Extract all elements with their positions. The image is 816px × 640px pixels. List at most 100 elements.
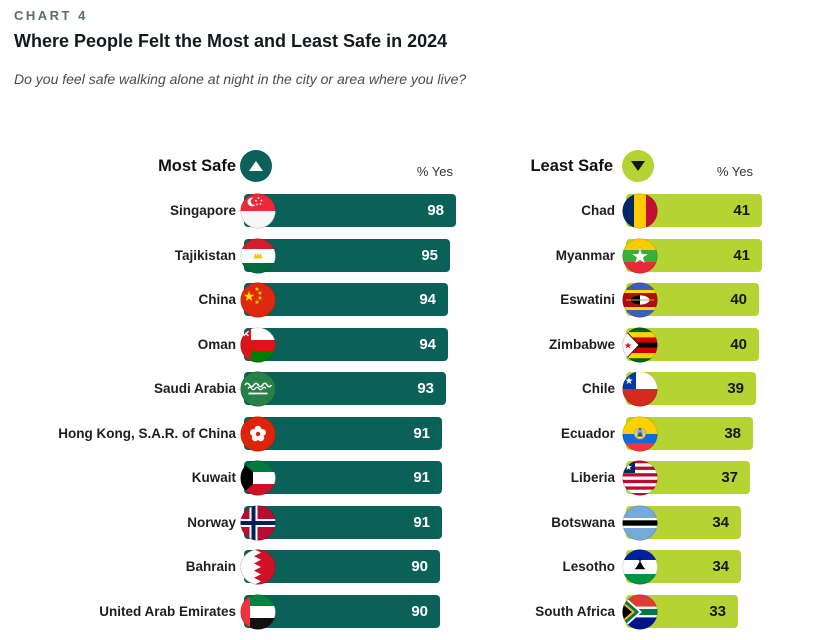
svg-text:★: ★ <box>631 244 649 268</box>
bar-value: 38 <box>724 425 741 442</box>
chart-title: Where People Felt the Most and Least Saf… <box>14 31 448 51</box>
bar-value: 93 <box>417 380 434 397</box>
bar-value: 91 <box>413 514 430 531</box>
country-label: Tajikistan <box>174 248 236 263</box>
flag-united-arab-emirates-icon <box>240 594 276 630</box>
country-label: Myanmar <box>555 248 615 263</box>
bar-row: South Africa 33 <box>0 594 816 630</box>
chart-question: Do you feel safe walking alone at night … <box>14 71 467 87</box>
chart-number: CHART 4 <box>14 8 88 23</box>
bar-row: China 94 ★ ★ ★ ★ ★ <box>0 282 816 318</box>
bar-row: Kuwait 91 <box>0 460 816 496</box>
bar-row: Oman 94 <box>0 327 816 363</box>
up-arrow-icon <box>240 150 272 182</box>
svg-text:★: ★ <box>624 342 632 352</box>
bar-row: Singapore 98 <box>0 193 816 229</box>
flag-south-africa-icon <box>622 594 658 630</box>
bar-row: Saudi Arabia 93 <box>0 371 816 407</box>
country-label: Liberia <box>570 470 615 485</box>
bar-value: 37 <box>721 469 738 486</box>
country-label: Norway <box>187 515 236 530</box>
bar-value: 95 <box>421 247 438 264</box>
country-label: Chad <box>581 203 615 218</box>
country-label: Eswatini <box>560 292 615 307</box>
svg-text:★: ★ <box>254 299 259 306</box>
value-bar: 91 <box>244 506 442 539</box>
flag-china-icon: ★ ★ ★ ★ ★ <box>240 282 276 318</box>
country-label: Kuwait <box>191 470 236 485</box>
bar-value: 34 <box>712 514 729 531</box>
bar-value: 98 <box>427 202 444 219</box>
flag-norway-icon <box>240 505 276 541</box>
bar-row: Eswatini 40 <box>0 282 816 318</box>
bar-row: Norway 91 <box>0 505 816 541</box>
value-bar: 90 <box>244 550 440 583</box>
most-safe-heading: Most Safe <box>158 157 236 175</box>
svg-text:★: ★ <box>257 295 262 302</box>
value-bar: 91 <box>244 461 442 494</box>
bar-value: 90 <box>411 558 428 575</box>
flag-myanmar-icon: ★ <box>622 238 658 274</box>
bar-value: 40 <box>730 336 747 353</box>
flag-liberia-icon: ★ <box>622 460 658 496</box>
value-bar: 95 <box>244 239 450 272</box>
country-label: Bahrain <box>185 559 236 574</box>
flag-hong-kong-s-a-r-of-china-icon <box>240 416 276 452</box>
value-bar: 90 <box>244 595 440 628</box>
flag-tajikistan-icon <box>240 238 276 274</box>
bar-value: 41 <box>733 202 750 219</box>
country-label: Ecuador <box>560 426 615 441</box>
flag-lesotho-icon <box>622 549 658 585</box>
flag-zimbabwe-icon: ★ <box>622 327 658 363</box>
bar-row: Bahrain 90 <box>0 549 816 585</box>
bar-value: 34 <box>712 558 729 575</box>
country-label: Botswana <box>551 515 615 530</box>
bar-row: Ecuador 38 <box>0 416 816 452</box>
flag-botswana-icon <box>622 505 658 541</box>
country-label: Hong Kong, S.A.R. of China <box>58 426 236 441</box>
country-label: Singapore <box>169 203 236 218</box>
flag-singapore-icon <box>240 193 276 229</box>
triangle-up <box>249 161 263 171</box>
bar-row: Zimbabwe 40 ★ <box>0 327 816 363</box>
value-bar: 93 <box>244 372 446 405</box>
svg-text:★: ★ <box>624 463 632 473</box>
bar-row: Lesotho 34 <box>0 549 816 585</box>
bar-row: Tajikistan 95 <box>0 238 816 274</box>
bar-value: 33 <box>709 603 726 620</box>
percent-yes-label-right: % Yes <box>716 164 753 179</box>
country-label: South Africa <box>535 604 615 619</box>
bar-row: Botswana 34 <box>0 505 816 541</box>
value-bar: 94 <box>244 328 448 361</box>
bar-value: 91 <box>413 469 430 486</box>
flag-eswatini-icon <box>622 282 658 318</box>
svg-text:★: ★ <box>243 289 256 305</box>
country-label: United Arab Emirates <box>99 604 236 619</box>
bar-row: United Arab Emirates 90 <box>0 594 816 630</box>
flag-ecuador-icon <box>622 416 658 452</box>
bar-value: 39 <box>727 380 744 397</box>
flag-bahrain-icon <box>240 549 276 585</box>
country-label: Chile <box>581 381 615 396</box>
bar-row: Chad 41 <box>0 193 816 229</box>
flag-oman-icon <box>240 327 276 363</box>
value-bar: 94 <box>244 283 448 316</box>
country-label: Saudi Arabia <box>153 381 236 396</box>
country-label: Lesotho <box>562 559 616 574</box>
svg-text:★: ★ <box>254 286 259 293</box>
bar-row: Liberia 37 ★ <box>0 460 816 496</box>
bar-row: Hong Kong, S.A.R. of China 91 <box>0 416 816 452</box>
country-label: China <box>198 292 236 307</box>
bar-row: Myanmar 41 ★ <box>0 238 816 274</box>
svg-text:★: ★ <box>257 290 262 297</box>
least-safe-heading: Least Safe <box>530 157 613 175</box>
down-arrow-icon <box>622 150 654 182</box>
value-bar: 91 <box>244 417 442 450</box>
triangle-down <box>631 161 645 171</box>
percent-yes-label-left: % Yes <box>416 164 453 179</box>
bar-value: 40 <box>730 291 747 308</box>
flag-chile-icon: ★ <box>622 371 658 407</box>
value-bar: 98 <box>244 194 456 227</box>
flag-kuwait-icon <box>240 460 276 496</box>
